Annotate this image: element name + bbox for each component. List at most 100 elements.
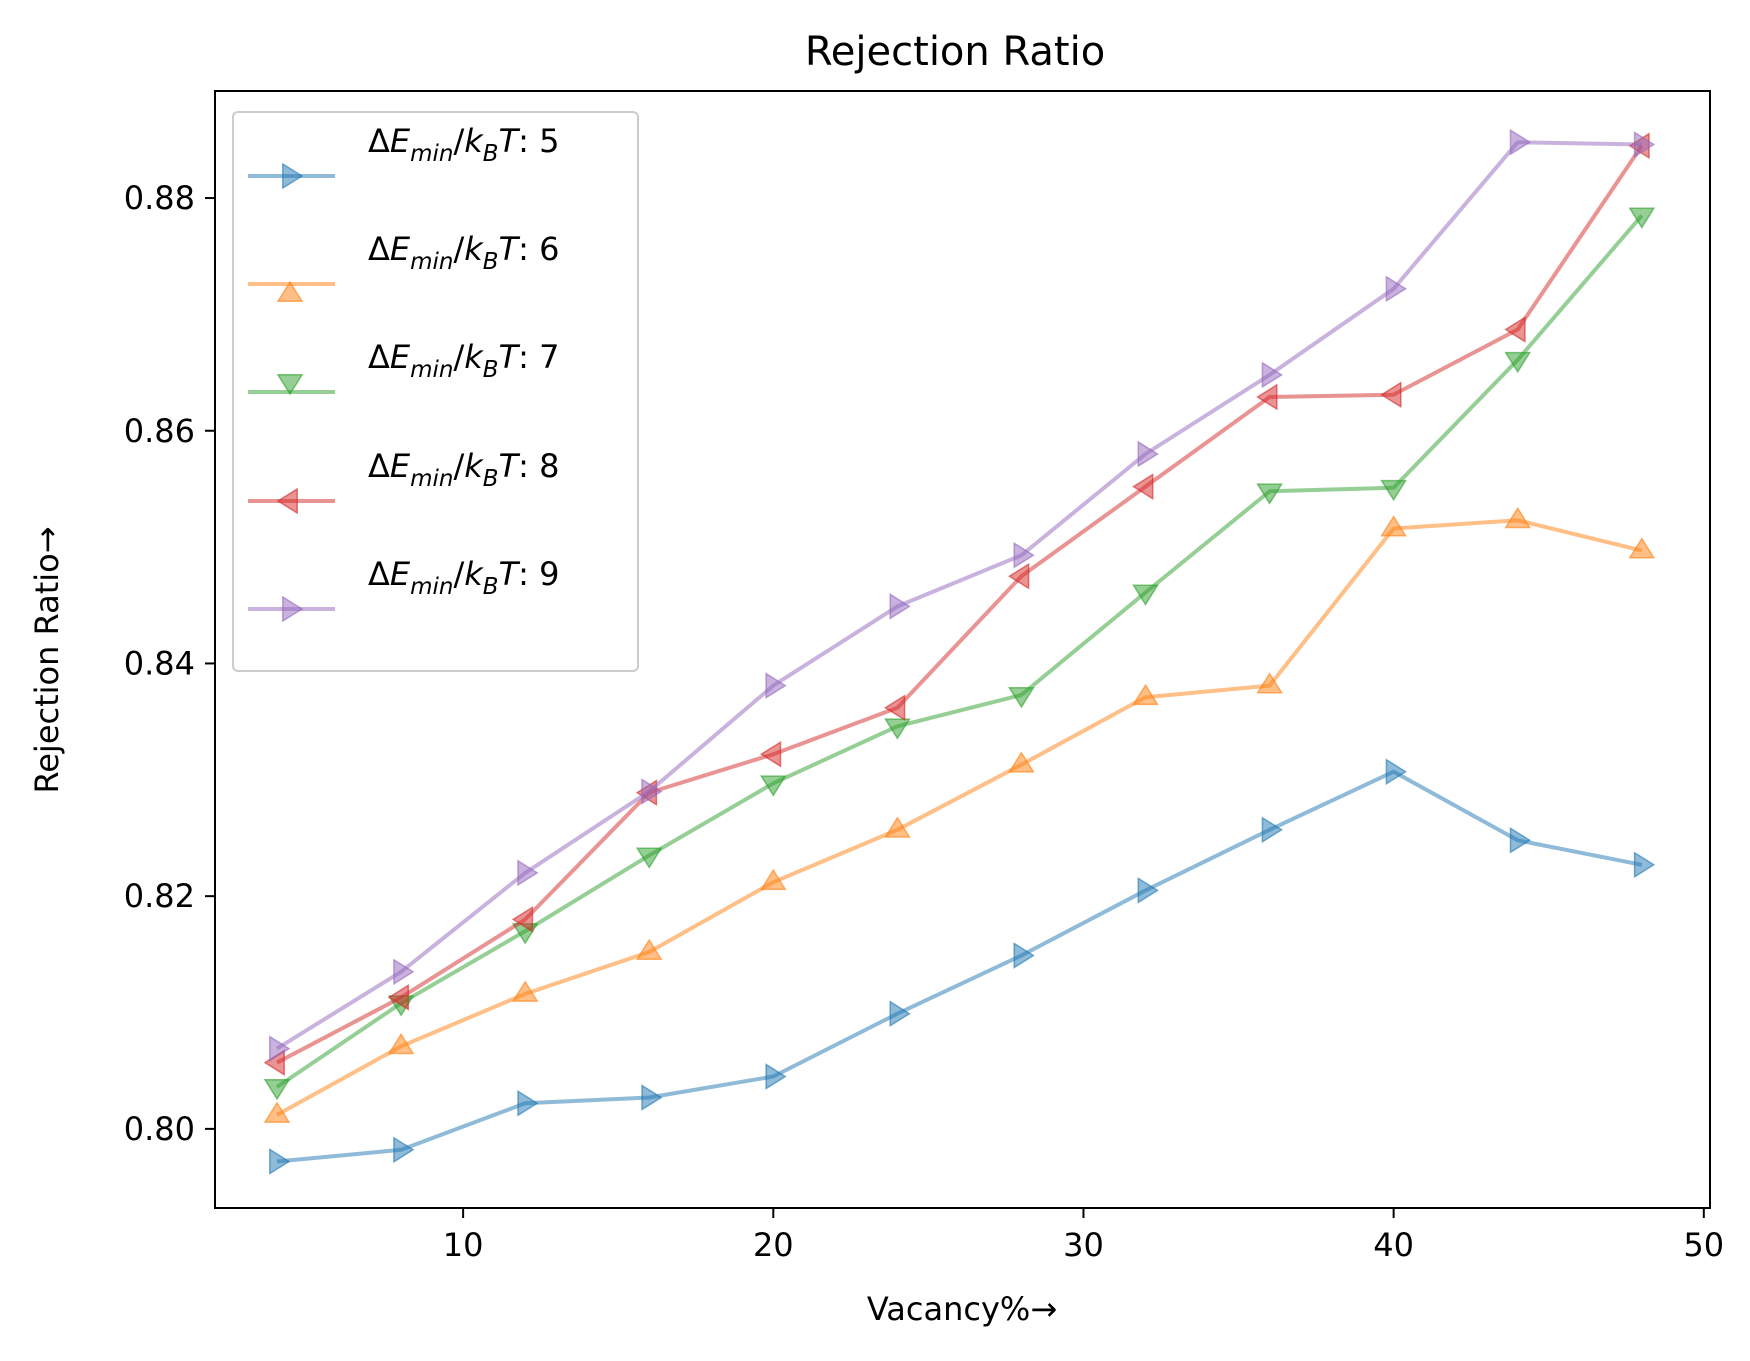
data-point	[269, 1148, 291, 1175]
data-point	[1256, 383, 1278, 411]
series-line	[275, 214, 1644, 1089]
data-point	[765, 672, 787, 699]
data-point	[1385, 275, 1408, 303]
data-point	[1380, 515, 1407, 537]
data-point	[269, 1035, 291, 1062]
legend-item: ΔEmin/kBT: 9	[248, 555, 559, 623]
legend-marker	[276, 374, 304, 396]
legend-marker	[282, 595, 304, 623]
data-point	[1137, 877, 1159, 904]
data-point	[1008, 686, 1035, 709]
data-point	[641, 1084, 663, 1111]
data-point	[1385, 758, 1408, 786]
data-point	[1013, 942, 1035, 969]
y-axis-label: Rejection Ratio→	[28, 526, 66, 793]
data-point	[1137, 440, 1159, 468]
y-tick-label: 0.80	[124, 1110, 195, 1148]
data-point	[1380, 479, 1407, 502]
legend-label: ΔEmin/kBT: 7	[368, 338, 559, 383]
data-point	[1013, 541, 1035, 569]
legend-label: ΔEmin/kBT: 9	[368, 555, 559, 600]
legend-item: ΔEmin/kBT: 8	[248, 447, 559, 515]
legend-item: ΔEmin/kBT: 5	[248, 122, 559, 190]
data-point	[517, 859, 539, 887]
data-point	[1628, 207, 1656, 229]
data-point	[1008, 751, 1035, 773]
data-point	[1509, 128, 1532, 156]
series-3	[263, 207, 1656, 1101]
legend: ΔEmin/kBT: 5 ΔEmin/kBT: 6 ΔEmin/kBT: 7 ΔEmi…	[232, 111, 639, 672]
series-4	[263, 132, 1650, 1076]
data-point	[1261, 361, 1284, 389]
legend-box	[232, 111, 639, 672]
plot-area	[263, 128, 1656, 1175]
data-point	[889, 1000, 911, 1028]
data-point	[511, 906, 534, 933]
data-point	[393, 1136, 415, 1164]
legend-marker	[282, 162, 304, 190]
y-tick-label: 0.88	[124, 179, 195, 217]
data-point	[635, 847, 663, 869]
data-point	[641, 778, 663, 805]
data-point	[759, 775, 787, 797]
y-tick-label: 0.84	[124, 644, 195, 682]
legend-item: ΔEmin/kBT: 6	[248, 230, 559, 302]
data-point	[1132, 683, 1159, 706]
data-point	[883, 694, 906, 722]
x-tick-label: 20	[753, 1226, 794, 1264]
data-point	[1132, 473, 1154, 500]
data-point	[1007, 562, 1030, 590]
data-point	[263, 1079, 291, 1101]
data-point	[1633, 851, 1656, 879]
data-point	[387, 984, 410, 1011]
data-point	[884, 816, 911, 838]
data-point	[759, 868, 787, 891]
data-point	[393, 958, 415, 986]
data-point	[1633, 131, 1656, 158]
y-tick-label: 0.86	[124, 412, 195, 450]
data-point	[1504, 351, 1532, 374]
legend-marker	[276, 280, 304, 302]
x-tick-label: 10	[443, 1226, 484, 1264]
x-axis-label: Vacancy%→	[867, 1290, 1057, 1328]
legend-label: ΔEmin/kBT: 5	[368, 122, 559, 167]
series-line	[276, 144, 1644, 1065]
data-point	[889, 593, 911, 620]
x-tick-label: 30	[1063, 1226, 1104, 1264]
data-point	[1261, 816, 1284, 844]
data-point	[387, 1032, 415, 1055]
x-tick-label: 40	[1373, 1226, 1414, 1264]
legend-marker	[276, 487, 298, 515]
x-tick-label: 50	[1683, 1226, 1724, 1264]
data-point	[1628, 537, 1656, 559]
data-point	[1256, 672, 1283, 694]
y-tick-label: 0.82	[124, 877, 195, 915]
data-point	[1380, 381, 1402, 409]
axes-frame	[214, 90, 1711, 1209]
data-point	[511, 980, 539, 1002]
series-line	[275, 140, 1642, 1051]
data-point	[1509, 826, 1532, 854]
legend-label: ΔEmin/kBT: 6	[368, 230, 559, 275]
data-point	[1504, 506, 1532, 529]
series-2	[263, 506, 1656, 1123]
data-point	[765, 1063, 787, 1090]
series-line	[276, 769, 1643, 1164]
series-line	[276, 518, 1643, 1117]
chart-title: Rejection Ratio	[805, 29, 1105, 75]
data-point	[1256, 483, 1283, 505]
x-axis: 10 20 30 40 50	[443, 1208, 1724, 1264]
data-point	[517, 1089, 539, 1117]
data-point	[1504, 316, 1526, 343]
legend-item: ΔEmin/kBT: 7	[248, 338, 559, 396]
data-point	[635, 938, 663, 960]
series-5	[269, 128, 1656, 1062]
legend-label: ΔEmin/kBT: 8	[368, 447, 559, 492]
data-point	[759, 740, 782, 768]
data-point	[1132, 584, 1159, 606]
data-point	[884, 718, 911, 740]
series-1	[269, 758, 1656, 1175]
y-axis: 0.80 0.82 0.84 0.86 0.88	[124, 179, 215, 1148]
data-point	[263, 1101, 291, 1123]
